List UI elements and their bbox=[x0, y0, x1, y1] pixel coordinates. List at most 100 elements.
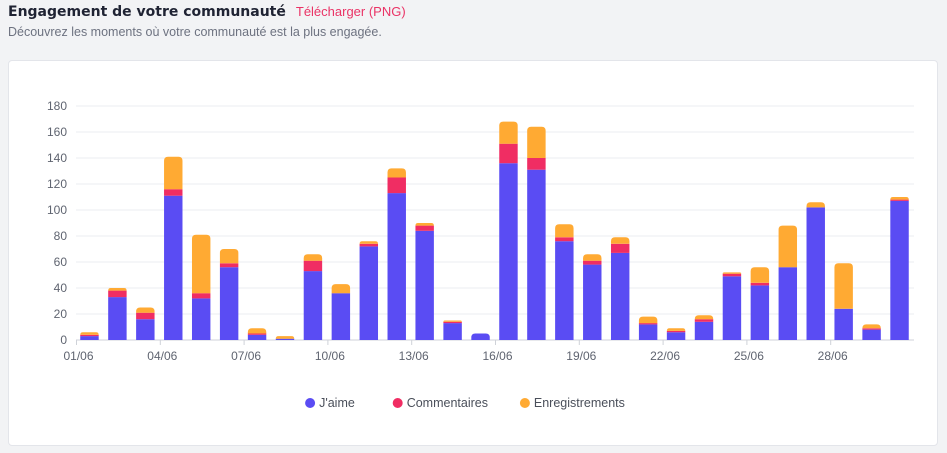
bar-segment[interactable] bbox=[443, 323, 462, 340]
bar-segment[interactable] bbox=[191, 298, 211, 340]
bar-segment[interactable] bbox=[499, 163, 518, 340]
bar-segment[interactable] bbox=[219, 249, 239, 264]
bar-segment[interactable] bbox=[108, 288, 127, 291]
bar-segment[interactable] bbox=[638, 323, 658, 325]
bar-segment-shape[interactable] bbox=[387, 193, 406, 340]
bar-segment[interactable] bbox=[527, 169, 546, 340]
bar-segment-shape[interactable] bbox=[862, 328, 881, 330]
bar-segment-shape[interactable] bbox=[80, 336, 99, 340]
bar-segment[interactable] bbox=[191, 293, 211, 299]
bar-segment-shape[interactable] bbox=[359, 241, 379, 244]
bar-segment-shape[interactable] bbox=[164, 156, 183, 190]
bar-segment-shape[interactable] bbox=[722, 272, 742, 274]
bar-segment-shape[interactable] bbox=[303, 260, 323, 272]
bar-segment-shape[interactable] bbox=[862, 329, 881, 340]
bar-segment-shape[interactable] bbox=[303, 271, 323, 340]
bar-segment-shape[interactable] bbox=[247, 333, 267, 335]
bar-segment-shape[interactable] bbox=[694, 319, 714, 322]
bar-segment-shape[interactable] bbox=[191, 234, 211, 294]
bar-segment-shape[interactable] bbox=[722, 276, 742, 340]
bar-segment[interactable] bbox=[247, 333, 267, 335]
bar-segment-shape[interactable] bbox=[638, 323, 658, 325]
download-png-link[interactable]: Télécharger (PNG) bbox=[295, 4, 406, 19]
legend-item[interactable]: Commentaires bbox=[392, 396, 488, 410]
bar-segment[interactable] bbox=[555, 241, 574, 340]
bar-segment[interactable] bbox=[80, 334, 99, 337]
bar-segment-shape[interactable] bbox=[583, 264, 602, 340]
bar-segment-shape[interactable] bbox=[610, 237, 630, 244]
bar-segment[interactable] bbox=[387, 193, 406, 340]
bar-segment[interactable] bbox=[610, 237, 630, 244]
bar-segment-shape[interactable] bbox=[527, 158, 546, 170]
bar-segment[interactable] bbox=[359, 246, 379, 340]
bar-segment[interactable] bbox=[471, 333, 490, 341]
bar-segment-shape[interactable] bbox=[303, 254, 323, 261]
bar-segment[interactable] bbox=[862, 324, 881, 329]
bar-segment[interactable] bbox=[164, 189, 183, 196]
bar-segment-shape[interactable] bbox=[359, 246, 379, 340]
bar-segment[interactable] bbox=[108, 297, 127, 340]
bar-segment[interactable] bbox=[247, 328, 267, 334]
bar-segment-shape[interactable] bbox=[191, 298, 211, 340]
bar-segment[interactable] bbox=[303, 271, 323, 340]
legend-item[interactable]: Enregistrements bbox=[519, 396, 625, 410]
bar-segment-shape[interactable] bbox=[555, 241, 574, 340]
bar-segment-shape[interactable] bbox=[136, 307, 155, 313]
bar-segment[interactable] bbox=[331, 293, 351, 340]
bar-segment-shape[interactable] bbox=[387, 168, 406, 178]
bar-segment-shape[interactable] bbox=[666, 328, 686, 331]
bar-segment[interactable] bbox=[136, 312, 155, 320]
bar-segment-shape[interactable] bbox=[666, 330, 686, 333]
bar-segment[interactable] bbox=[778, 225, 798, 268]
bar-segment-shape[interactable] bbox=[610, 252, 630, 340]
legend-item[interactable]: J'aime bbox=[305, 396, 355, 410]
bar-segment-shape[interactable] bbox=[443, 320, 462, 322]
bar-segment-shape[interactable] bbox=[499, 121, 518, 144]
bar-segment[interactable] bbox=[722, 273, 742, 277]
bar-segment-shape[interactable] bbox=[443, 321, 462, 324]
bar-segment[interactable] bbox=[415, 225, 434, 231]
bar-segment-shape[interactable] bbox=[247, 328, 267, 334]
bar-segment[interactable] bbox=[638, 324, 658, 340]
bar-segment-shape[interactable] bbox=[191, 293, 211, 299]
bar-segment[interactable] bbox=[164, 156, 183, 190]
bar-segment-shape[interactable] bbox=[499, 143, 518, 164]
bar-segment[interactable] bbox=[638, 316, 658, 324]
bar-segment-shape[interactable] bbox=[275, 336, 295, 339]
bar-segment[interactable] bbox=[750, 282, 770, 286]
bar-segment-shape[interactable] bbox=[443, 323, 462, 340]
bar-segment-shape[interactable] bbox=[415, 230, 434, 340]
bar-segment-shape[interactable] bbox=[750, 285, 770, 340]
bar-segment[interactable] bbox=[80, 332, 99, 335]
bar-segment-shape[interactable] bbox=[583, 254, 602, 261]
bar-segment-shape[interactable] bbox=[694, 321, 714, 340]
bar-segment-shape[interactable] bbox=[136, 312, 155, 320]
bar-segment-shape[interactable] bbox=[638, 316, 658, 324]
bar-segment[interactable] bbox=[694, 315, 714, 320]
bar-segment[interactable] bbox=[219, 267, 239, 340]
bar-segment[interactable] bbox=[527, 158, 546, 170]
bar-segment[interactable] bbox=[527, 126, 546, 158]
bar-segment[interactable] bbox=[778, 267, 798, 340]
bar-segment[interactable] bbox=[555, 237, 574, 242]
bar-segment[interactable] bbox=[387, 168, 406, 178]
bar-segment[interactable] bbox=[136, 307, 155, 313]
bar-segment[interactable] bbox=[80, 336, 99, 340]
bar-segment-shape[interactable] bbox=[778, 267, 798, 340]
bar-segment[interactable] bbox=[275, 336, 295, 339]
bar-segment[interactable] bbox=[862, 328, 881, 330]
bar-segment[interactable] bbox=[694, 319, 714, 322]
bar-segment-shape[interactable] bbox=[331, 284, 351, 294]
bar-segment[interactable] bbox=[666, 332, 686, 340]
bar-segment-shape[interactable] bbox=[164, 195, 183, 340]
bar-segment-shape[interactable] bbox=[890, 200, 909, 340]
bar-segment-shape[interactable] bbox=[108, 290, 127, 298]
bar-segment[interactable] bbox=[443, 320, 462, 322]
bar-segment[interactable] bbox=[583, 264, 602, 340]
bar-segment[interactable] bbox=[415, 223, 434, 226]
bar-segment-shape[interactable] bbox=[834, 263, 853, 309]
bar-segment-shape[interactable] bbox=[890, 197, 909, 200]
bar-segment[interactable] bbox=[610, 243, 630, 253]
bar-segment[interactable] bbox=[555, 224, 574, 238]
bar-segment-shape[interactable] bbox=[666, 332, 686, 340]
